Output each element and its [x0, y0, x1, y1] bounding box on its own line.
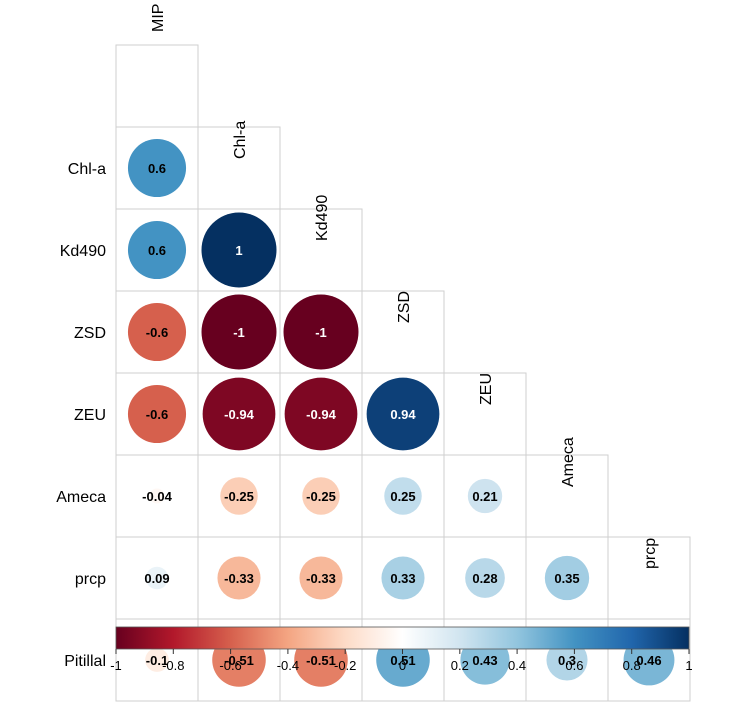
column-header-cell: [607, 536, 691, 620]
correlation-value-label: -0.51: [306, 653, 336, 668]
correlation-circle: [467, 478, 503, 514]
correlation-value-label: -0.94: [224, 407, 254, 422]
colorbar-gradient: [115, 626, 690, 650]
correlation-value-label: 0.43: [472, 653, 497, 668]
colorbar-tick-label: 0.6: [565, 658, 583, 673]
column-header-cell: [443, 372, 527, 456]
correlation-value-label: -0.33: [306, 571, 336, 586]
colorbar-tick-label: -0.8: [162, 658, 184, 673]
correlation-circle: [283, 294, 359, 370]
column-label: prcp: [642, 538, 659, 569]
row-label: Chl-a: [68, 161, 106, 178]
correlation-circle: [366, 377, 440, 451]
correlation-value-label: 0.3: [558, 653, 576, 668]
correlation-circle: [299, 556, 343, 600]
column-header-cell: [361, 290, 445, 374]
correlation-value-label: -0.04: [142, 489, 172, 504]
correlation-value-label: 0.35: [554, 571, 579, 586]
correlation-value-label: -0.1: [146, 653, 168, 668]
correlation-value-label: -0.25: [224, 489, 254, 504]
correlation-value-label: 1: [235, 243, 242, 258]
column-label: MIP: [150, 4, 167, 32]
column-label: Chl-a: [232, 121, 249, 159]
column-header-cell: [279, 208, 363, 292]
correlation-value-label: 0.28: [472, 571, 497, 586]
correlation-circle: [202, 377, 276, 451]
colorbar-tick-label: 0.4: [508, 658, 526, 673]
correlation-circle: [381, 556, 425, 600]
colorbar-tick-label: -0.6: [219, 658, 241, 673]
column-label: Kd490: [314, 195, 331, 241]
correlation-circle: [220, 477, 258, 515]
correlation-value-label: -0.6: [146, 407, 168, 422]
correlation-circle: [145, 566, 169, 590]
correlation-circle: [302, 477, 340, 515]
grid-layer: [115, 44, 691, 702]
correlation-value-label: 0.46: [636, 653, 661, 668]
correlation-circle: [546, 639, 588, 681]
correlation-circle: [127, 384, 187, 444]
colorbar-tick-label: 0.8: [623, 658, 641, 673]
colorbar-tick-label: -0.2: [334, 658, 356, 673]
colorbar: -1 -0.8 -0.6 -0.4 -0.2 0 0.2 0.4 0.6 0.8 1: [110, 626, 693, 673]
correlation-value-label: 0.94: [390, 407, 416, 422]
colorbar-tick-label: -1: [110, 658, 122, 673]
correlation-circle: [284, 377, 358, 451]
correlation-circle: [149, 488, 165, 504]
colorbar-tick-label: 0: [399, 658, 406, 673]
correlation-circle: [127, 138, 187, 198]
correlation-value-label: 0.6: [148, 161, 166, 176]
column-label-layer: MIP Chl-a Kd490 ZSD ZEU Ameca prcp: [150, 4, 659, 569]
correlation-circle: [201, 212, 277, 288]
column-label: Ameca: [560, 437, 577, 487]
column-header-cell: [115, 44, 199, 128]
correlation-value-label: -0.33: [224, 571, 254, 586]
correlation-value-label: -0.25: [306, 489, 336, 504]
correlation-value-label: 0.21: [472, 489, 497, 504]
correlation-circle: [384, 477, 422, 515]
correlation-value-label: -0.94: [306, 407, 336, 422]
column-label: ZSD: [396, 291, 413, 323]
colorbar-tick-label: 0.2: [451, 658, 469, 673]
correlation-value-label: 0.6: [148, 243, 166, 258]
correlation-circle: [145, 648, 169, 672]
column-header-cell: [197, 126, 281, 210]
column-header-cell: [525, 454, 609, 538]
row-label-layer: Chl-a Kd490 ZSD ZEU Ameca prcp Pitillal: [56, 161, 106, 670]
correlation-value-label: -1: [233, 325, 245, 340]
correlation-circle: [465, 558, 505, 598]
row-label: ZEU: [74, 407, 106, 424]
correlation-circle: [217, 556, 261, 600]
row-label: Ameca: [56, 489, 106, 506]
correlation-circle: [201, 294, 277, 370]
colorbar-tick-label: 1: [685, 658, 692, 673]
correlation-value-label: 0.51: [390, 653, 415, 668]
colorbar-tick-label: -0.4: [277, 658, 299, 673]
row-label: prcp: [75, 571, 106, 588]
value-label-layer: 0.6 0.6 1 -0.6 -1 -1 -0.6 -0.94 -0.94 0.94 -0.04 -0…: [142, 161, 661, 668]
correlation-value-label: -0.51: [224, 653, 254, 668]
correlation-circle: [544, 555, 590, 601]
column-label: ZEU: [478, 373, 495, 405]
row-label: ZSD: [74, 325, 106, 342]
correlation-circle: [127, 302, 187, 362]
correlation-value-label: 0.09: [144, 571, 169, 586]
row-label: Pitillal: [64, 653, 106, 670]
correlation-value-label: -1: [315, 325, 327, 340]
row-label: Kd490: [60, 243, 106, 260]
correlation-value-label: 0.33: [390, 571, 415, 586]
correlation-circle: [127, 220, 187, 280]
correlation-value-label: -0.6: [146, 325, 168, 340]
correlation-value-label: 0.25: [390, 489, 415, 504]
